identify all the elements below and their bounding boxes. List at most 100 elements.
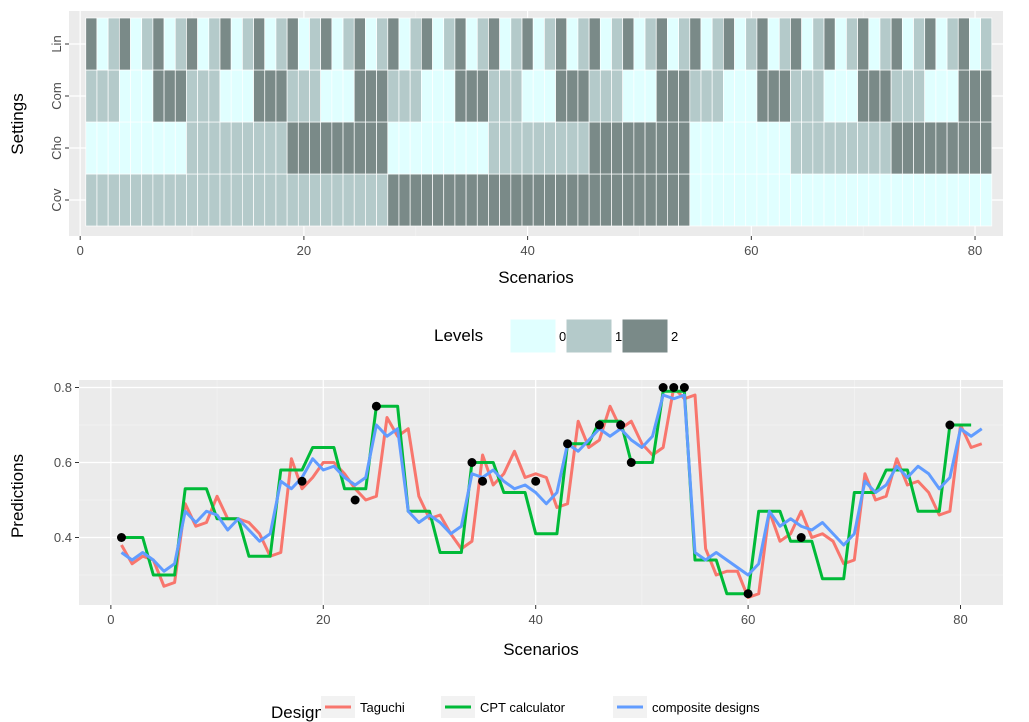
heatmap-cell <box>219 121 232 175</box>
heatmap-cell <box>823 69 836 123</box>
heatmap-cell <box>946 173 959 227</box>
heatmap-cell <box>521 17 534 71</box>
heatmap-cell <box>454 121 467 175</box>
heatmap-cell <box>655 17 668 71</box>
heatmap-cell <box>924 69 937 123</box>
heatmap-cell <box>510 17 523 71</box>
heatmap-cell <box>834 69 847 123</box>
heatmap-cell <box>118 121 131 175</box>
heatmap-cell <box>420 17 433 71</box>
heatmap-cell <box>924 121 937 175</box>
heatmap-cell <box>118 173 131 227</box>
series-line-cpt-calculator <box>121 389 972 596</box>
line-series <box>120 386 983 599</box>
heatmap-cell <box>230 121 243 175</box>
heatmap-cell <box>846 121 858 175</box>
heatmap-cell <box>633 121 646 175</box>
heatmap-cell <box>376 69 389 123</box>
heatmap-x-tick-label: 40 <box>520 243 534 258</box>
heatmap-cell <box>801 173 814 227</box>
heatmap-cell <box>566 17 579 71</box>
heatmap-cell <box>566 121 579 175</box>
heatmap-cell <box>186 17 198 71</box>
heatmap-y-tick-label: Cho <box>49 136 64 160</box>
heatmap-cell <box>678 121 691 175</box>
heatmap-cell <box>130 173 143 227</box>
heatmap-cell <box>868 17 881 71</box>
heatmap-cell <box>141 17 154 71</box>
heatmap-cell <box>320 17 333 71</box>
heatmap-cell <box>141 173 154 227</box>
observed-point <box>796 533 806 542</box>
heatmap-cell <box>544 173 556 227</box>
heatmap-cell <box>667 17 679 71</box>
heatmap-cell <box>264 173 277 227</box>
heatmap-cell <box>924 173 937 227</box>
heatmap-cell <box>96 17 109 71</box>
heatmap-cell <box>275 69 288 123</box>
heatmap-cell <box>644 121 657 175</box>
heatmap-cell <box>868 173 881 227</box>
heatmap-cell <box>633 69 646 123</box>
heatmap-cell <box>365 173 377 227</box>
heatmap-cell <box>286 69 299 123</box>
heatmap-x-tick-label: 0 <box>77 243 84 258</box>
heatmap-cell <box>432 17 445 71</box>
heatmap-cell <box>913 173 926 227</box>
heatmap-cell <box>454 69 467 123</box>
heatmap-cell <box>767 69 780 123</box>
heatmap-cell <box>599 17 612 71</box>
heatmap-cell <box>678 17 691 71</box>
heatmap-cell <box>857 69 870 123</box>
heatmap-cell <box>331 69 344 123</box>
heatmap-cell <box>465 69 478 123</box>
line-y-tick-label: 0.8 <box>54 380 72 395</box>
heatmap-cell <box>957 69 970 123</box>
heatmap-cell <box>969 69 981 123</box>
heatmap-cell <box>622 121 635 175</box>
heatmap-cell <box>465 17 478 71</box>
heatmap-cell <box>163 17 176 71</box>
heatmap-cell <box>969 173 981 227</box>
observed-point <box>945 420 955 430</box>
heatmap-cell <box>969 17 981 71</box>
heatmap-cell <box>163 173 176 227</box>
heatmap-cell <box>957 173 970 227</box>
heatmap-cell <box>790 173 803 227</box>
heatmap-cell <box>801 17 814 71</box>
heatmap-cell <box>767 17 780 71</box>
heatmap-cell <box>387 69 400 123</box>
heatmap-cell <box>544 69 556 123</box>
heatmap-cell <box>846 173 858 227</box>
heatmap-cell <box>577 173 590 227</box>
levels-legend-label: 0 <box>559 329 566 344</box>
heatmap-cell <box>734 121 747 175</box>
heatmap-cell <box>611 121 624 175</box>
heatmap-cell <box>689 121 702 175</box>
heatmap-cell <box>745 69 758 123</box>
line-x-axis-title: Scenarios <box>503 640 579 659</box>
heatmap-cell <box>734 17 747 71</box>
heatmap-panel: Cov Cho Com Lin 0 20 40 60 80 Scenarios Setting… <box>8 11 1003 287</box>
heatmap-cell <box>141 69 154 123</box>
heatmap-cell <box>946 121 959 175</box>
line-y-axis-title: Predictions <box>8 454 27 538</box>
heatmap-cell <box>152 121 165 175</box>
heatmap-y-tick-label: Lin <box>49 35 64 52</box>
heatmap-cell <box>376 173 389 227</box>
heatmap-cell <box>879 121 892 175</box>
heatmap-cell <box>957 121 970 175</box>
heatmap-cell <box>499 121 512 175</box>
heatmap-cell <box>790 69 803 123</box>
observed-point <box>467 458 477 467</box>
heatmap-cell <box>174 69 187 123</box>
heatmap-cell <box>443 17 456 71</box>
heatmap-cell <box>644 17 657 71</box>
heatmap-cell <box>622 69 635 123</box>
heatmap-y-axis-title: Settings <box>8 93 27 154</box>
heatmap-cell <box>163 69 176 123</box>
heatmap-cell <box>790 121 803 175</box>
line-plot-background <box>79 380 1003 605</box>
heatmap-x-axis: 0 20 40 60 80 <box>77 236 982 258</box>
